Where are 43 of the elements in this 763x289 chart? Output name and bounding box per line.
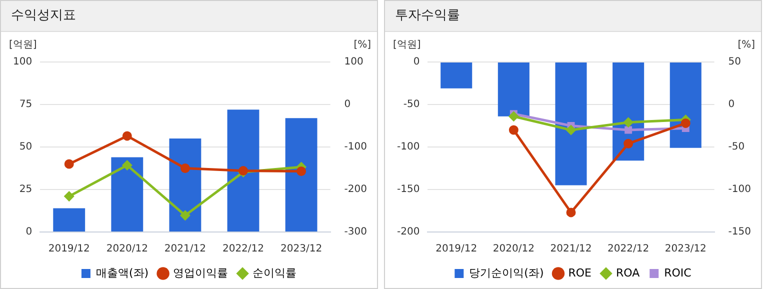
- legend-label: 매출액(좌): [96, 266, 149, 280]
- y-tick-label: -150: [396, 184, 420, 196]
- chart-title: 투자수익률: [385, 1, 761, 32]
- y2-tick-label: -300: [344, 226, 368, 238]
- legend-label: ROE: [568, 266, 592, 280]
- y-tick-label: 0: [413, 56, 420, 68]
- x-tick-label: 2023/12: [664, 244, 706, 255]
- chart-title: 수익성지표: [1, 1, 377, 32]
- y-tick-label: 100: [12, 56, 32, 68]
- y2-axis-title: [%]: [738, 40, 756, 51]
- y2-tick-label: 0: [344, 99, 351, 110]
- x-tick-label: 2022/12: [608, 244, 650, 255]
- x-tick-label: 2019/12: [436, 244, 478, 255]
- y-tick-label: 25: [19, 184, 32, 196]
- y-tick-label: 0: [26, 226, 32, 238]
- y2-tick-label: -100: [344, 142, 368, 153]
- legend-label: ROA: [616, 266, 640, 280]
- x-tick-label: 2019/12: [48, 244, 90, 255]
- x-tick-label: 2020/12: [106, 244, 148, 255]
- y2-tick-label: 0: [728, 99, 735, 110]
- y-tick-label: -100: [396, 142, 420, 153]
- y-axis-title: [억원]: [9, 40, 37, 51]
- legend-label: 순이익률: [252, 266, 297, 280]
- y2-tick-label: 100: [344, 56, 364, 68]
- y-tick-label: 75: [19, 99, 32, 110]
- y2-tick-label: -100: [728, 184, 752, 196]
- y-tick-label: -200: [396, 226, 420, 238]
- y2-tick-label: -200: [344, 184, 368, 196]
- y2-tick-label: 50: [728, 56, 742, 68]
- y-tick-label: 50: [19, 142, 32, 153]
- x-tick-label: 2023/12: [280, 244, 322, 255]
- legend-label: ROIC: [664, 266, 692, 280]
- y2-axis-title: [%]: [354, 40, 372, 51]
- legend-label: 영업이익률: [173, 266, 228, 280]
- y-axis-title: [억원]: [393, 40, 421, 51]
- y-tick-label: -50: [403, 99, 420, 110]
- x-tick-label: 2020/12: [492, 244, 534, 255]
- x-tick-label: 2021/12: [164, 244, 206, 255]
- y2-tick-label: -150: [728, 226, 752, 238]
- x-tick-label: 2021/12: [550, 244, 592, 255]
- y2-tick-label: -50: [728, 142, 745, 153]
- x-tick-label: 2022/12: [222, 244, 264, 255]
- legend-label: 당기순이익(좌): [469, 266, 544, 280]
